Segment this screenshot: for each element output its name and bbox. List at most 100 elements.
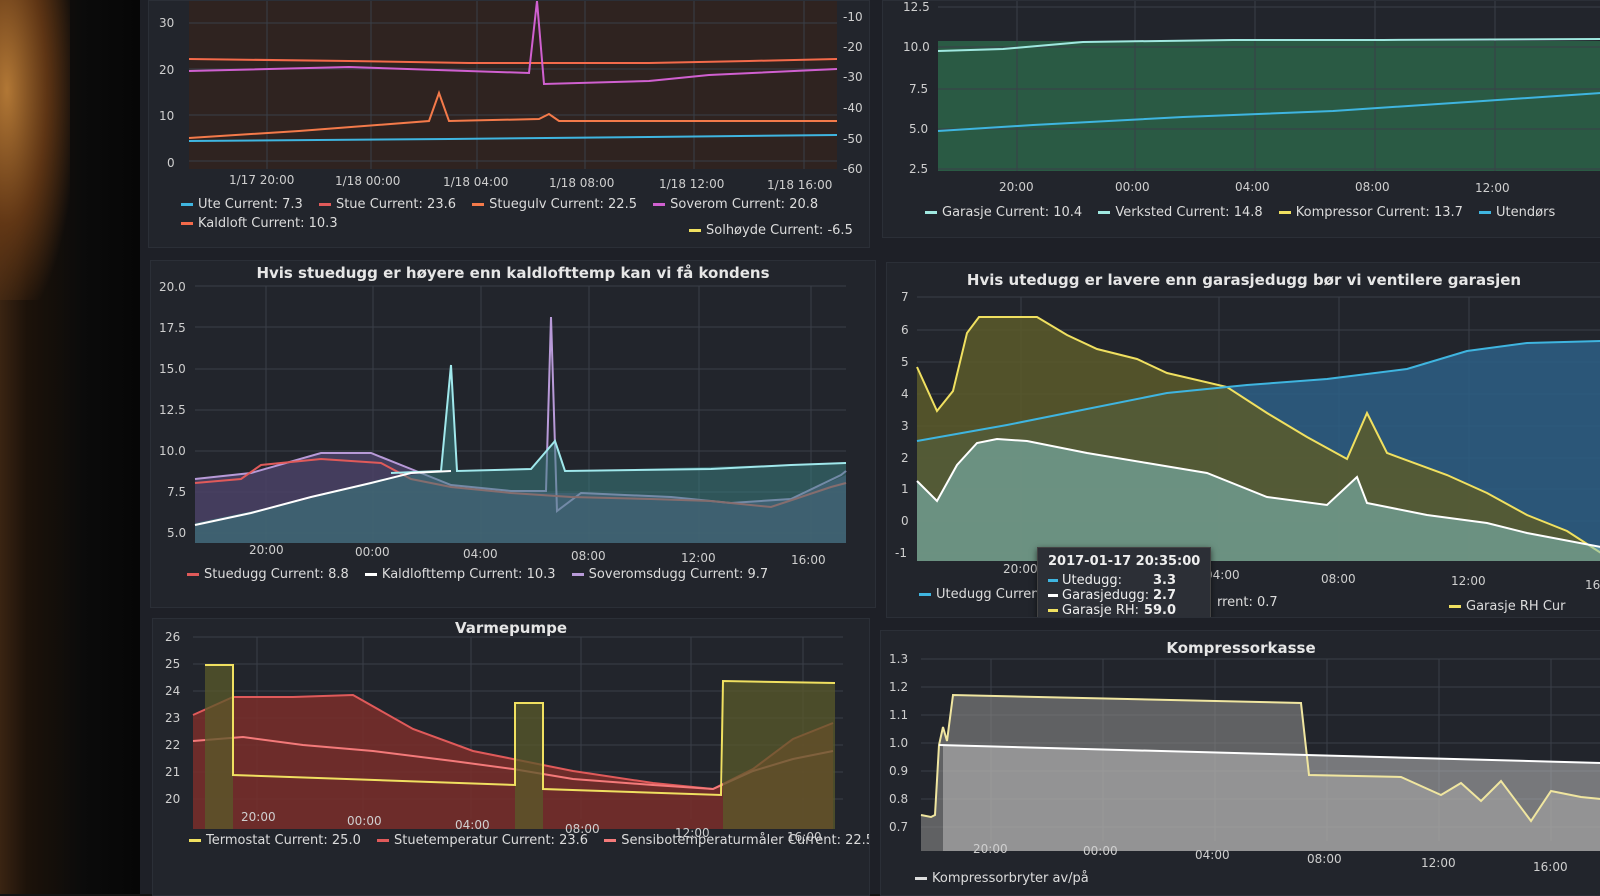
legend-swatch <box>1278 211 1291 214</box>
y-tick: -20 <box>843 40 863 54</box>
panel-compressor: Kompressorkasse 1.3 1.2 1.1 1.0 0.9 <box>880 630 1600 896</box>
y-tick: 1.2 <box>889 680 908 694</box>
legend-current-label: Current: <box>501 833 555 848</box>
panel-title: Hvis utedugg er lavere enn garasjedugg b… <box>966 271 1522 289</box>
legend-item[interactable]: Utedugg Curren <box>919 587 1039 602</box>
y-tick: 5.0 <box>167 526 186 540</box>
y-tick: 1.1 <box>889 708 908 722</box>
legend-current-label: Current: <box>1376 205 1430 220</box>
legend-item[interactable]: Sensibotemperaturmåler Current: 22.5 <box>604 833 869 848</box>
y-tick: -60 <box>843 162 863 176</box>
y-tick: 30 <box>159 16 174 30</box>
legend-swatch <box>318 203 331 206</box>
legend-swatch <box>181 222 193 225</box>
garage-x-ticks: 20:00 00:00 04:00 08:00 12:00 <box>999 180 1510 195</box>
legend-current-label: Current: <box>224 197 278 212</box>
legend-swatch <box>189 839 201 842</box>
legend-item[interactable]: Stuegulv Current: 22.5 <box>472 197 637 212</box>
legend-current-label: Current: <box>787 833 841 848</box>
legend-name: Kompressor <box>1295 205 1373 220</box>
legend-current: 22.5 <box>608 197 637 212</box>
y-tick: 10.0 <box>903 40 930 54</box>
legend-name: Termostat <box>206 833 271 848</box>
x-tick: 12:00 <box>1451 574 1486 588</box>
legend-item[interactable]: Stuetemperatur Current: 23.6 <box>377 833 588 848</box>
y-tick: 5.0 <box>909 122 928 136</box>
legend-current-label: Current: <box>1176 205 1230 220</box>
legend-item[interactable]: Termostat Current: 25.0 <box>189 833 361 848</box>
legend-current-label: Current: <box>251 216 305 231</box>
legend-current: 9.7 <box>747 567 769 582</box>
legend-swatch <box>604 839 617 842</box>
temps-legend-row3: Solhøyde Current: -6.5 <box>689 223 865 238</box>
legend-item[interactable]: Soverom Current: 20.8 <box>653 197 818 212</box>
x-tick: 00:00 <box>347 814 382 828</box>
legend-item[interactable]: Garasje Current: 10.4 <box>925 205 1082 220</box>
dew-x-ticks: 20:00 00:00 04:00 08:00 12:00 16:00 <box>249 543 826 567</box>
legend-item[interactable]: Ute Current: 7.3 <box>181 197 303 212</box>
vent-legend: Utedugg Curren <box>919 587 1051 602</box>
legend-current: 13.7 <box>1433 205 1463 220</box>
legend-item[interactable]: Kaldlofttemp Current: 10.3 <box>364 567 556 582</box>
legend-item[interactable]: Kompressor Current: 13.7 <box>1278 205 1463 220</box>
tooltip-value: 3.3 <box>1152 573 1176 588</box>
legend-current: 25.0 <box>331 833 361 848</box>
legend-name: Garasje <box>942 205 992 220</box>
legend-item[interactable]: Solhøyde Current: -6.5 <box>689 223 853 238</box>
legend-item[interactable]: Verksted Current: 14.8 <box>1098 205 1263 220</box>
legend-name: Utendørs <box>1496 205 1556 220</box>
y-tick: 22 <box>165 738 180 752</box>
y-tick: 1 <box>901 482 909 496</box>
vent-y-ticks: 7 6 5 4 3 2 1 0 -1 <box>895 290 909 560</box>
legend-item[interactable]: Stue Current: 23.6 <box>318 197 456 212</box>
compressor-chart: 1.3 1.2 1.1 1.0 0.9 0.8 0.7 20:00 00:00 … <box>889 652 1600 874</box>
legend-item[interactable]: Stuedugg Current: 8.8 <box>187 567 349 582</box>
y-tick: 23 <box>165 711 180 725</box>
legend-current: 7.3 <box>282 197 303 212</box>
legend-current: 22.5 <box>845 833 869 848</box>
garage-chart: 12.5 10.0 7.5 5.0 2.5 20:00 00:00 04:00 … <box>903 1 1600 195</box>
vent-x-ticks: 20:00 04:00 08:00 12:00 16 <box>1003 562 1600 592</box>
y-tick: 3 <box>901 419 909 433</box>
x-tick: 12:00 <box>1421 856 1456 870</box>
y-tick: -1 <box>895 546 907 560</box>
tooltip-value: 59.0 <box>1143 603 1176 618</box>
legend-name: Stue <box>335 197 366 212</box>
garage-legend: Garasje Current: 10.4 Verksted Current: … <box>925 205 1567 220</box>
temps-chart: 30 20 10 0 -10 -20 -30 -40 -50 -60 1/17 … <box>159 1 863 192</box>
legend-current-label: Current: <box>469 567 523 582</box>
legend-current: 14.8 <box>1233 205 1263 220</box>
x-tick: 04:00 <box>455 818 490 832</box>
x-tick: 1/17 20:00 <box>229 173 294 187</box>
vent-chart: 7 6 5 4 3 2 1 0 -1 20:00 04:00 08:00 12:… <box>895 290 1600 592</box>
y-tick: 20 <box>159 63 174 77</box>
x-tick: 1/18 12:00 <box>659 177 724 191</box>
panel-ventilation: Hvis utedugg er lavere enn garasjedugg b… <box>886 262 1600 618</box>
legend-name: Stuedugg <box>204 567 267 582</box>
x-tick: 20:00 <box>241 810 276 824</box>
legend-current: 10.3 <box>308 216 338 231</box>
x-tick: 16:00 <box>791 553 826 567</box>
legend-item[interactable]: Garasje RH Cur <box>1449 599 1566 614</box>
legend-item[interactable]: Kaldloft Current: 10.3 <box>181 216 338 231</box>
legend-current: 20.8 <box>789 197 819 212</box>
y-tick: 10.0 <box>159 444 186 458</box>
y-tick: 4 <box>901 387 909 401</box>
temps-y-left-ticks: 30 20 10 0 <box>159 16 175 170</box>
y-tick: 24 <box>165 684 180 698</box>
panel-title: Kompressorkasse <box>1166 639 1316 657</box>
y-tick: 17.5 <box>159 321 186 335</box>
dew-legend: Stuedugg Current: 8.8 Kaldlofttemp Curre… <box>187 567 780 582</box>
x-tick: 08:00 <box>1307 852 1342 866</box>
legend-item[interactable]: Utendørs <box>1479 205 1555 220</box>
tooltip-series: Garasjedugg: <box>1062 588 1150 603</box>
x-tick: 00:00 <box>1083 844 1118 858</box>
legend-item[interactable]: Kompressorbryter av/på <box>915 871 1089 886</box>
x-tick: 20:00 <box>1003 562 1038 576</box>
legend-item[interactable]: Soveromsdugg Current: 9.7 <box>571 567 769 582</box>
panel-heat-pump: Varmepumpe 26 25 24 23 <box>152 618 870 896</box>
y-tick: 2 <box>901 451 909 465</box>
y-tick: -50 <box>843 132 863 146</box>
legend-current-label: Current: <box>731 197 786 212</box>
legend-item[interactable]: rrent: 0.7 <box>1217 595 1278 610</box>
